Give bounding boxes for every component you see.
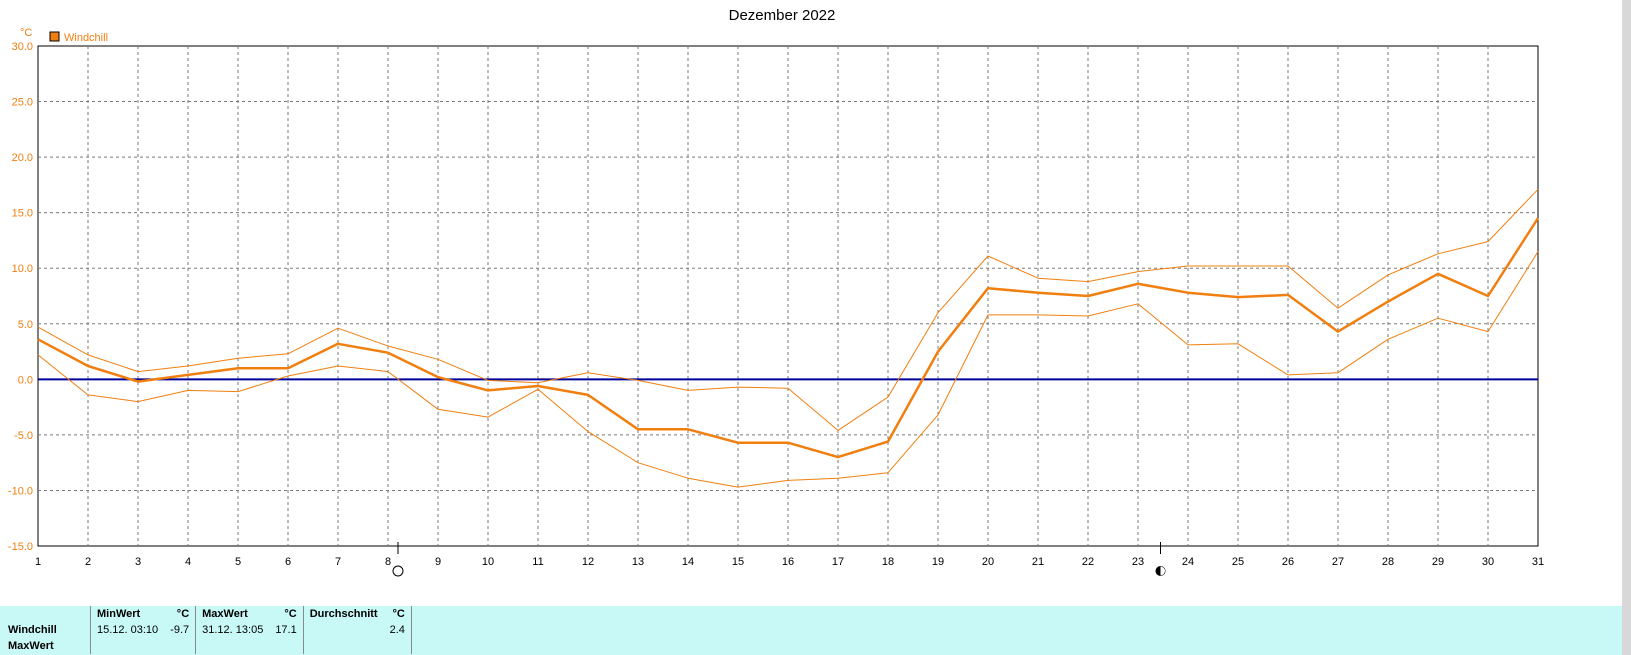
y-tick-label: 30.0 bbox=[12, 41, 33, 53]
moon-lit-half bbox=[1160, 566, 1165, 576]
stats-end bbox=[410, 622, 424, 638]
x-tick-label: 12 bbox=[582, 556, 594, 568]
x-tick-label: 2 bbox=[85, 556, 91, 568]
x-tick-label: 21 bbox=[1032, 556, 1044, 568]
stats-row: MaxWert bbox=[0, 638, 424, 654]
x-tick-label: 9 bbox=[435, 556, 441, 568]
axes: 1 2 3 4 5 6 7 8 9 10 11 12 13 14 15 16 17 18 19 20 21 22 23 24 2… bbox=[8, 41, 1544, 568]
x-tick-label: 3 bbox=[135, 556, 141, 568]
x-tick-label: 5 bbox=[235, 556, 241, 568]
avg-value: 2.4 bbox=[389, 624, 405, 636]
stats-row-label: Windchill bbox=[8, 624, 57, 636]
x-tick-label: 1 bbox=[35, 556, 41, 568]
avg-header: Durchschnitt bbox=[302, 606, 384, 622]
y-tick-label: 10.0 bbox=[12, 263, 33, 275]
max-value: 17.1 bbox=[275, 624, 297, 636]
x-tick-label: 7 bbox=[335, 556, 341, 568]
min-header: MinWert bbox=[90, 606, 165, 622]
last-quarter-moon-icon bbox=[1155, 566, 1166, 576]
window-edge bbox=[1622, 0, 1631, 655]
y-tick-label: -5.0 bbox=[14, 430, 33, 442]
x-tick-label: 4 bbox=[185, 556, 191, 568]
min-time: 15.12. 03:10 bbox=[90, 622, 165, 638]
stats-table: MinWert °C MaxWert °C Durchschnitt °C Wi… bbox=[0, 606, 424, 654]
x-tick-label: 26 bbox=[1282, 556, 1294, 568]
x-tick-label: 14 bbox=[682, 556, 694, 568]
legend-swatch bbox=[49, 31, 60, 42]
series-line-minimum bbox=[37, 251, 1539, 488]
x-tick-label: 28 bbox=[1382, 556, 1394, 568]
y-tick-label: 25.0 bbox=[12, 97, 33, 109]
legend-label: Windchill bbox=[64, 32, 108, 44]
x-tick-label: 6 bbox=[285, 556, 291, 568]
moon-phases bbox=[392, 542, 1166, 577]
x-tick-label: 11 bbox=[532, 556, 543, 568]
series bbox=[37, 188, 1540, 488]
y-tick-label: -10.0 bbox=[8, 485, 33, 497]
chart-title: Dezember 2022 bbox=[729, 7, 836, 24]
y-tick-label: 0.0 bbox=[18, 374, 33, 386]
series-line-average bbox=[37, 217, 1540, 459]
stats-row: Windchill 15.12. 03:10 -9.7 31.12. 13:05… bbox=[0, 622, 424, 638]
min-unit-header: °C bbox=[176, 608, 190, 620]
x-tick-label: 23 bbox=[1132, 556, 1144, 568]
series-line-maximum bbox=[37, 188, 1539, 431]
x-tick-label: 31 bbox=[1532, 556, 1544, 568]
x-tick-label: 18 bbox=[882, 556, 894, 568]
x-tick-label: 24 bbox=[1182, 556, 1194, 568]
y-tick-label: -15.0 bbox=[8, 541, 33, 553]
x-tick-label: 8 bbox=[385, 556, 391, 568]
legend: Windchill bbox=[49, 31, 108, 44]
x-tick-label: 22 bbox=[1082, 556, 1094, 568]
full-moon-icon bbox=[392, 565, 404, 577]
x-tick-label: 16 bbox=[782, 556, 794, 568]
stats-panel: MinWert °C MaxWert °C Durchschnitt °C Wi… bbox=[0, 606, 1622, 655]
max-unit-header: °C bbox=[284, 608, 297, 620]
x-tick-label: 20 bbox=[982, 556, 994, 568]
max-header: MaxWert bbox=[195, 606, 270, 622]
y-tick-label: 15.0 bbox=[12, 208, 33, 220]
windchill-chart: Dezember 2022 °C Windchill 1 2 3 4 5 6 7 8 9 10 11… bbox=[8, 7, 1544, 577]
x-tick-label: 17 bbox=[832, 556, 844, 568]
x-tick-label: 25 bbox=[1232, 556, 1244, 568]
avg-unit-header: °C bbox=[392, 608, 405, 620]
x-tick-label: 30 bbox=[1482, 556, 1494, 568]
x-tick-label: 27 bbox=[1332, 556, 1344, 568]
x-tick-label: 19 bbox=[932, 556, 944, 568]
x-tick-label: 29 bbox=[1432, 556, 1444, 568]
min-value: -9.7 bbox=[170, 624, 190, 636]
max-time: 31.12. 13:05 bbox=[195, 622, 270, 638]
x-tick-label: 13 bbox=[632, 556, 644, 568]
stats-end bbox=[410, 606, 424, 622]
y-axis-unit: °C bbox=[20, 27, 32, 39]
x-tick-label: 15 bbox=[732, 556, 744, 568]
y-tick-label: 20.0 bbox=[12, 152, 33, 164]
x-tick-label: 10 bbox=[482, 556, 494, 568]
stats-corner bbox=[0, 606, 91, 622]
grid bbox=[37, 45, 1539, 547]
y-tick-label: 5.0 bbox=[18, 319, 33, 331]
stats-header-row: MinWert °C MaxWert °C Durchschnitt °C bbox=[0, 606, 424, 622]
avg-time bbox=[302, 622, 384, 638]
stats-row-label: MaxWert bbox=[8, 640, 54, 652]
